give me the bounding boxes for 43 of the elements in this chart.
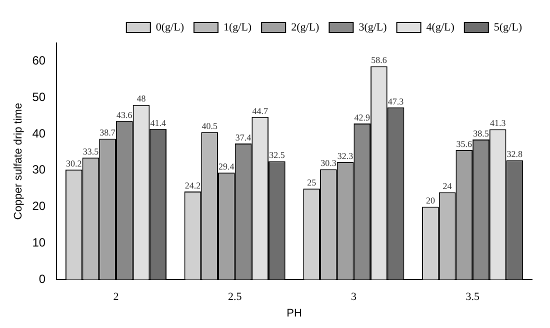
- data-label: 30.2: [66, 158, 82, 169]
- data-label: 29.4: [218, 161, 235, 172]
- x-tick-label: 3: [350, 291, 357, 304]
- legend-label: 1(g/L): [223, 21, 252, 34]
- x-tick-label: 3.5: [466, 291, 480, 304]
- y-tick-label: 60: [32, 54, 46, 68]
- data-label: 44.7: [252, 106, 268, 116]
- data-label: 38.7: [100, 128, 116, 138]
- data-label: 58.6: [371, 55, 388, 66]
- data-label: 25: [307, 177, 317, 188]
- y-axis-title: Copper sulfate drip time: [12, 102, 25, 220]
- x-tick-label: 2: [113, 291, 119, 304]
- data-label: 30.3: [320, 158, 337, 168]
- legend-label: 0(g/L): [156, 21, 184, 34]
- data-label: 40.5: [202, 121, 218, 132]
- y-tick-label: 0: [38, 272, 46, 286]
- data-label: 32.5: [269, 150, 286, 160]
- legend-label: 4(g/L): [426, 21, 455, 34]
- data-label: 38.5: [473, 128, 490, 138]
- data-label: 24.2: [184, 180, 201, 190]
- data-label: 47.3: [388, 96, 404, 106]
- legend-label: 5(g/L): [494, 21, 522, 34]
- data-label: 43.6: [116, 110, 133, 120]
- y-tick-label: 30: [32, 162, 46, 177]
- data-label: 42.9: [354, 112, 370, 122]
- data-label: 24: [442, 181, 452, 192]
- legend-label: 3(g/L): [358, 21, 388, 34]
- data-label: 37.4: [235, 132, 252, 142]
- data-label: 48: [136, 94, 146, 104]
- legend-label: 2(g/L): [291, 21, 320, 34]
- data-label: 35.6: [456, 138, 473, 149]
- x-tick-label: 2.5: [228, 291, 242, 304]
- y-tick-label: 10: [32, 236, 46, 250]
- y-tick-label: 20: [32, 199, 46, 214]
- y-tick-label: 50: [32, 90, 46, 104]
- data-label: 33.5: [82, 146, 100, 157]
- data-label: 41.3: [490, 118, 506, 128]
- data-label: 32.3: [337, 150, 354, 161]
- data-label: 41.4: [150, 118, 166, 128]
- data-label: 20: [426, 196, 436, 206]
- x-axis-title: PH: [286, 307, 302, 320]
- data-label: 32.8: [506, 149, 524, 160]
- y-tick-label: 40: [32, 126, 46, 140]
